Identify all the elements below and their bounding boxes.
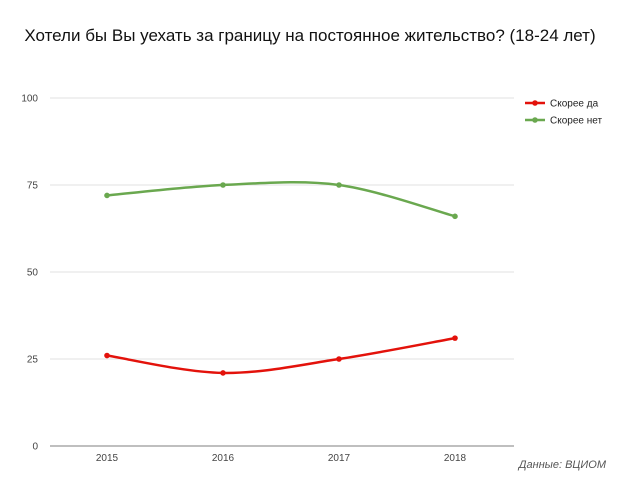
y-tick-label: 50 (27, 268, 39, 279)
data-point (104, 352, 110, 359)
series-line-1 (105, 336, 457, 375)
x-tick-label: 2018 (444, 453, 467, 464)
legend-label-2: Скорее нет (550, 116, 602, 127)
data-point (336, 356, 342, 362)
data-point (452, 335, 458, 341)
data-point (220, 370, 226, 376)
y-tick-label: 100 (21, 94, 38, 105)
legend-marker-2 (532, 117, 538, 123)
x-tick-label: 2015 (96, 453, 119, 464)
chart-title: Хотели бы Вы уехать за границу на постоя… (24, 26, 596, 45)
x-tick-label: 2017 (328, 453, 351, 464)
data-point (336, 182, 342, 188)
data-point (452, 213, 458, 220)
legend-marker-1 (532, 100, 538, 106)
y-tick-label: 0 (32, 442, 38, 453)
y-tick-label: 25 (27, 355, 39, 366)
source-note: Данные: ВЦИОМ (518, 459, 606, 471)
data-point (104, 192, 110, 199)
x-tick-label: 2016 (212, 453, 235, 464)
series-line-2 (105, 181, 457, 218)
y-tick-label: 75 (27, 181, 39, 192)
data-point (220, 182, 226, 188)
legend-label-1: Скорее да (550, 99, 599, 110)
